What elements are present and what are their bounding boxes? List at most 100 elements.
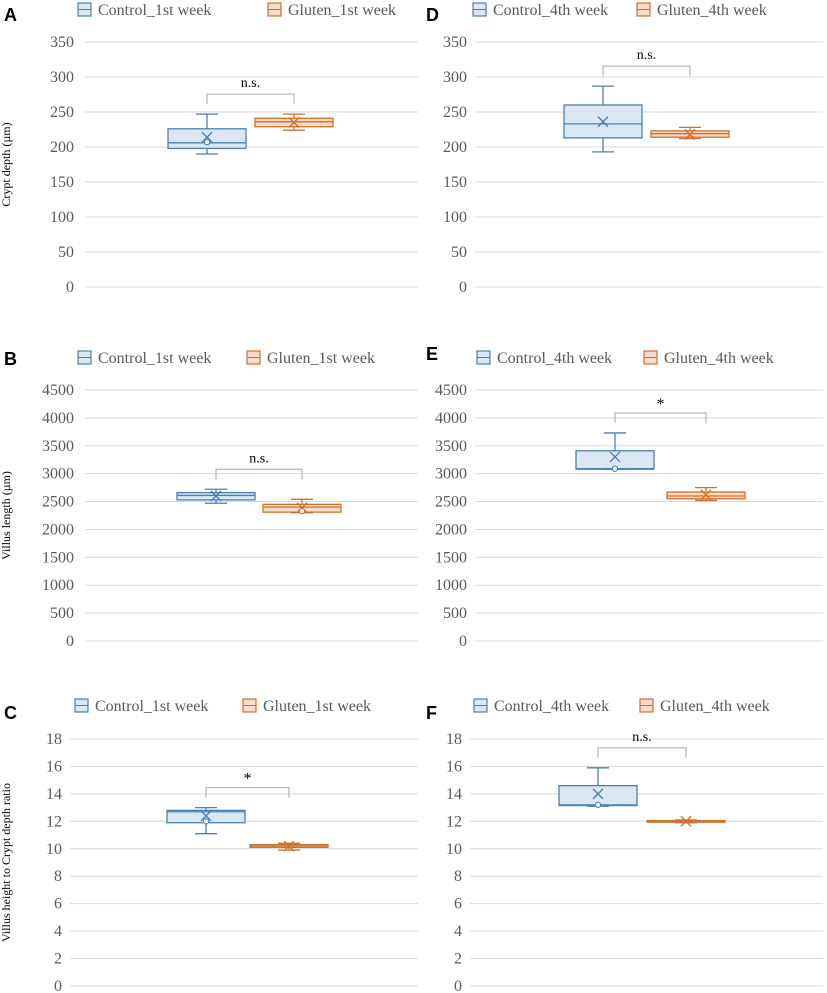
y-tick-label: 8 — [54, 868, 62, 885]
y-axis-label: Villus height to Crypt depth ratio — [0, 783, 13, 942]
y-tick-label: 12 — [446, 813, 462, 830]
significance-bracket — [614, 412, 707, 423]
y-tick-label: 2000 — [42, 521, 74, 538]
y-tick-label: 3500 — [435, 438, 467, 455]
y-tick-label: 6 — [454, 896, 462, 913]
significance-bracket — [597, 747, 687, 758]
box-control — [575, 432, 655, 472]
y-tick-label: 3000 — [435, 466, 467, 483]
y-tick-label: 4 — [454, 923, 462, 940]
y-tick-label: 1000 — [42, 577, 74, 594]
y-tick-label: 3500 — [42, 438, 74, 455]
y-tick-label: 500 — [50, 605, 74, 622]
y-tick-label: 2 — [454, 951, 462, 968]
y-tick-label: 6 — [54, 896, 62, 913]
mean-marker — [283, 840, 295, 852]
y-tick-label: 200 — [443, 139, 467, 156]
box-control — [166, 806, 246, 835]
significance-bracket — [206, 93, 295, 105]
mean-marker — [296, 502, 308, 514]
y-tick-label: 4000 — [435, 410, 467, 427]
data-point — [594, 801, 602, 809]
mean-marker — [609, 451, 621, 463]
y-tick-label: 1000 — [435, 577, 467, 594]
mean-marker — [210, 490, 222, 502]
chart-panel-c: C Control_1st week Gluten_1st week 0 2 4 6 8 10 1… — [0, 698, 418, 993]
y-tick-label: 0 — [454, 978, 462, 993]
y-tick-label: 2000 — [435, 521, 467, 538]
significance-label: n.s. — [637, 48, 656, 63]
panel-letter: E — [426, 344, 438, 364]
legend-label: Gluten_4th week — [664, 350, 774, 367]
y-tick-label: 3000 — [42, 466, 74, 483]
y-tick-label: 2 — [54, 951, 62, 968]
box-gluten — [666, 486, 746, 502]
data-point — [298, 507, 306, 515]
legend-label: Gluten_1st week — [267, 350, 375, 367]
y-tick-label: 4500 — [42, 382, 74, 399]
box-gluten — [646, 815, 726, 827]
y-axis-label: Crypt depth (µm) — [0, 122, 13, 206]
data-point — [203, 138, 211, 146]
box-gluten — [254, 113, 334, 131]
y-tick-label: 1500 — [42, 549, 74, 566]
y-tick-label: 0 — [66, 279, 74, 296]
significance-label: n.s. — [241, 76, 260, 91]
y-tick-label: 150 — [443, 174, 467, 191]
y-tick-label: 18 — [46, 731, 62, 748]
mean-marker — [200, 810, 212, 822]
legend-label: Gluten_4th week — [657, 2, 767, 19]
panel-letter: F — [426, 703, 437, 723]
y-tick-label: 10 — [446, 841, 462, 858]
significance-label: * — [657, 396, 665, 413]
mean-marker — [597, 116, 609, 128]
y-tick-label: 350 — [50, 34, 74, 51]
significance-label: n.s. — [632, 730, 651, 745]
mean-marker — [684, 128, 696, 140]
y-tick-label: 150 — [50, 174, 74, 191]
significance-bracket — [205, 787, 290, 798]
y-tick-label: 10 — [46, 841, 62, 858]
legend-label: Gluten_4th week — [660, 698, 770, 715]
y-tick-label: 300 — [443, 69, 467, 86]
box-gluten — [650, 126, 730, 140]
y-tick-label: 16 — [46, 758, 62, 775]
box-body — [167, 128, 247, 150]
y-tick-label: 250 — [443, 104, 467, 121]
y-tick-label: 0 — [459, 633, 467, 650]
chart-panel-d: D Control_4th week Gluten_4th week 0 50 100 15… — [426, 2, 823, 296]
y-tick-label: 50 — [58, 244, 74, 261]
legend-label: Control_4th week — [493, 2, 608, 19]
mean-marker — [288, 117, 300, 128]
box-control — [176, 488, 256, 504]
box-gluten — [262, 498, 342, 515]
mean-marker — [592, 788, 604, 800]
significance-bracket — [215, 468, 303, 480]
y-tick-label: 0 — [54, 978, 62, 993]
chart-panel-e: E Control_4th week Gluten_4th week 0 500 1000… — [426, 344, 823, 650]
significance-label: n.s. — [249, 451, 268, 466]
data-point — [202, 818, 210, 825]
panel-letter: D — [426, 5, 439, 25]
y-tick-label: 200 — [50, 139, 74, 156]
box-control — [558, 767, 638, 809]
legend-label: Control_4th week — [494, 698, 609, 715]
legend-label: Gluten_1st week — [288, 2, 396, 19]
data-point — [611, 465, 619, 472]
legend-label: Control_4th week — [497, 350, 612, 367]
legend-label: Gluten_1st week — [263, 698, 371, 715]
panel-letter: B — [4, 349, 17, 369]
y-tick-label: 500 — [443, 605, 467, 622]
y-tick-label: 350 — [443, 34, 467, 51]
y-tick-label: 0 — [459, 279, 467, 296]
box-gluten — [249, 840, 329, 852]
mean-marker — [680, 815, 692, 827]
mean-marker — [201, 131, 213, 143]
panel-letter: A — [4, 5, 17, 25]
y-tick-label: 100 — [443, 209, 467, 226]
legend-label: Control_1st week — [98, 350, 211, 367]
y-tick-label: 4500 — [435, 382, 467, 399]
y-tick-label: 14 — [46, 786, 62, 803]
y-tick-label: 2500 — [42, 494, 74, 511]
